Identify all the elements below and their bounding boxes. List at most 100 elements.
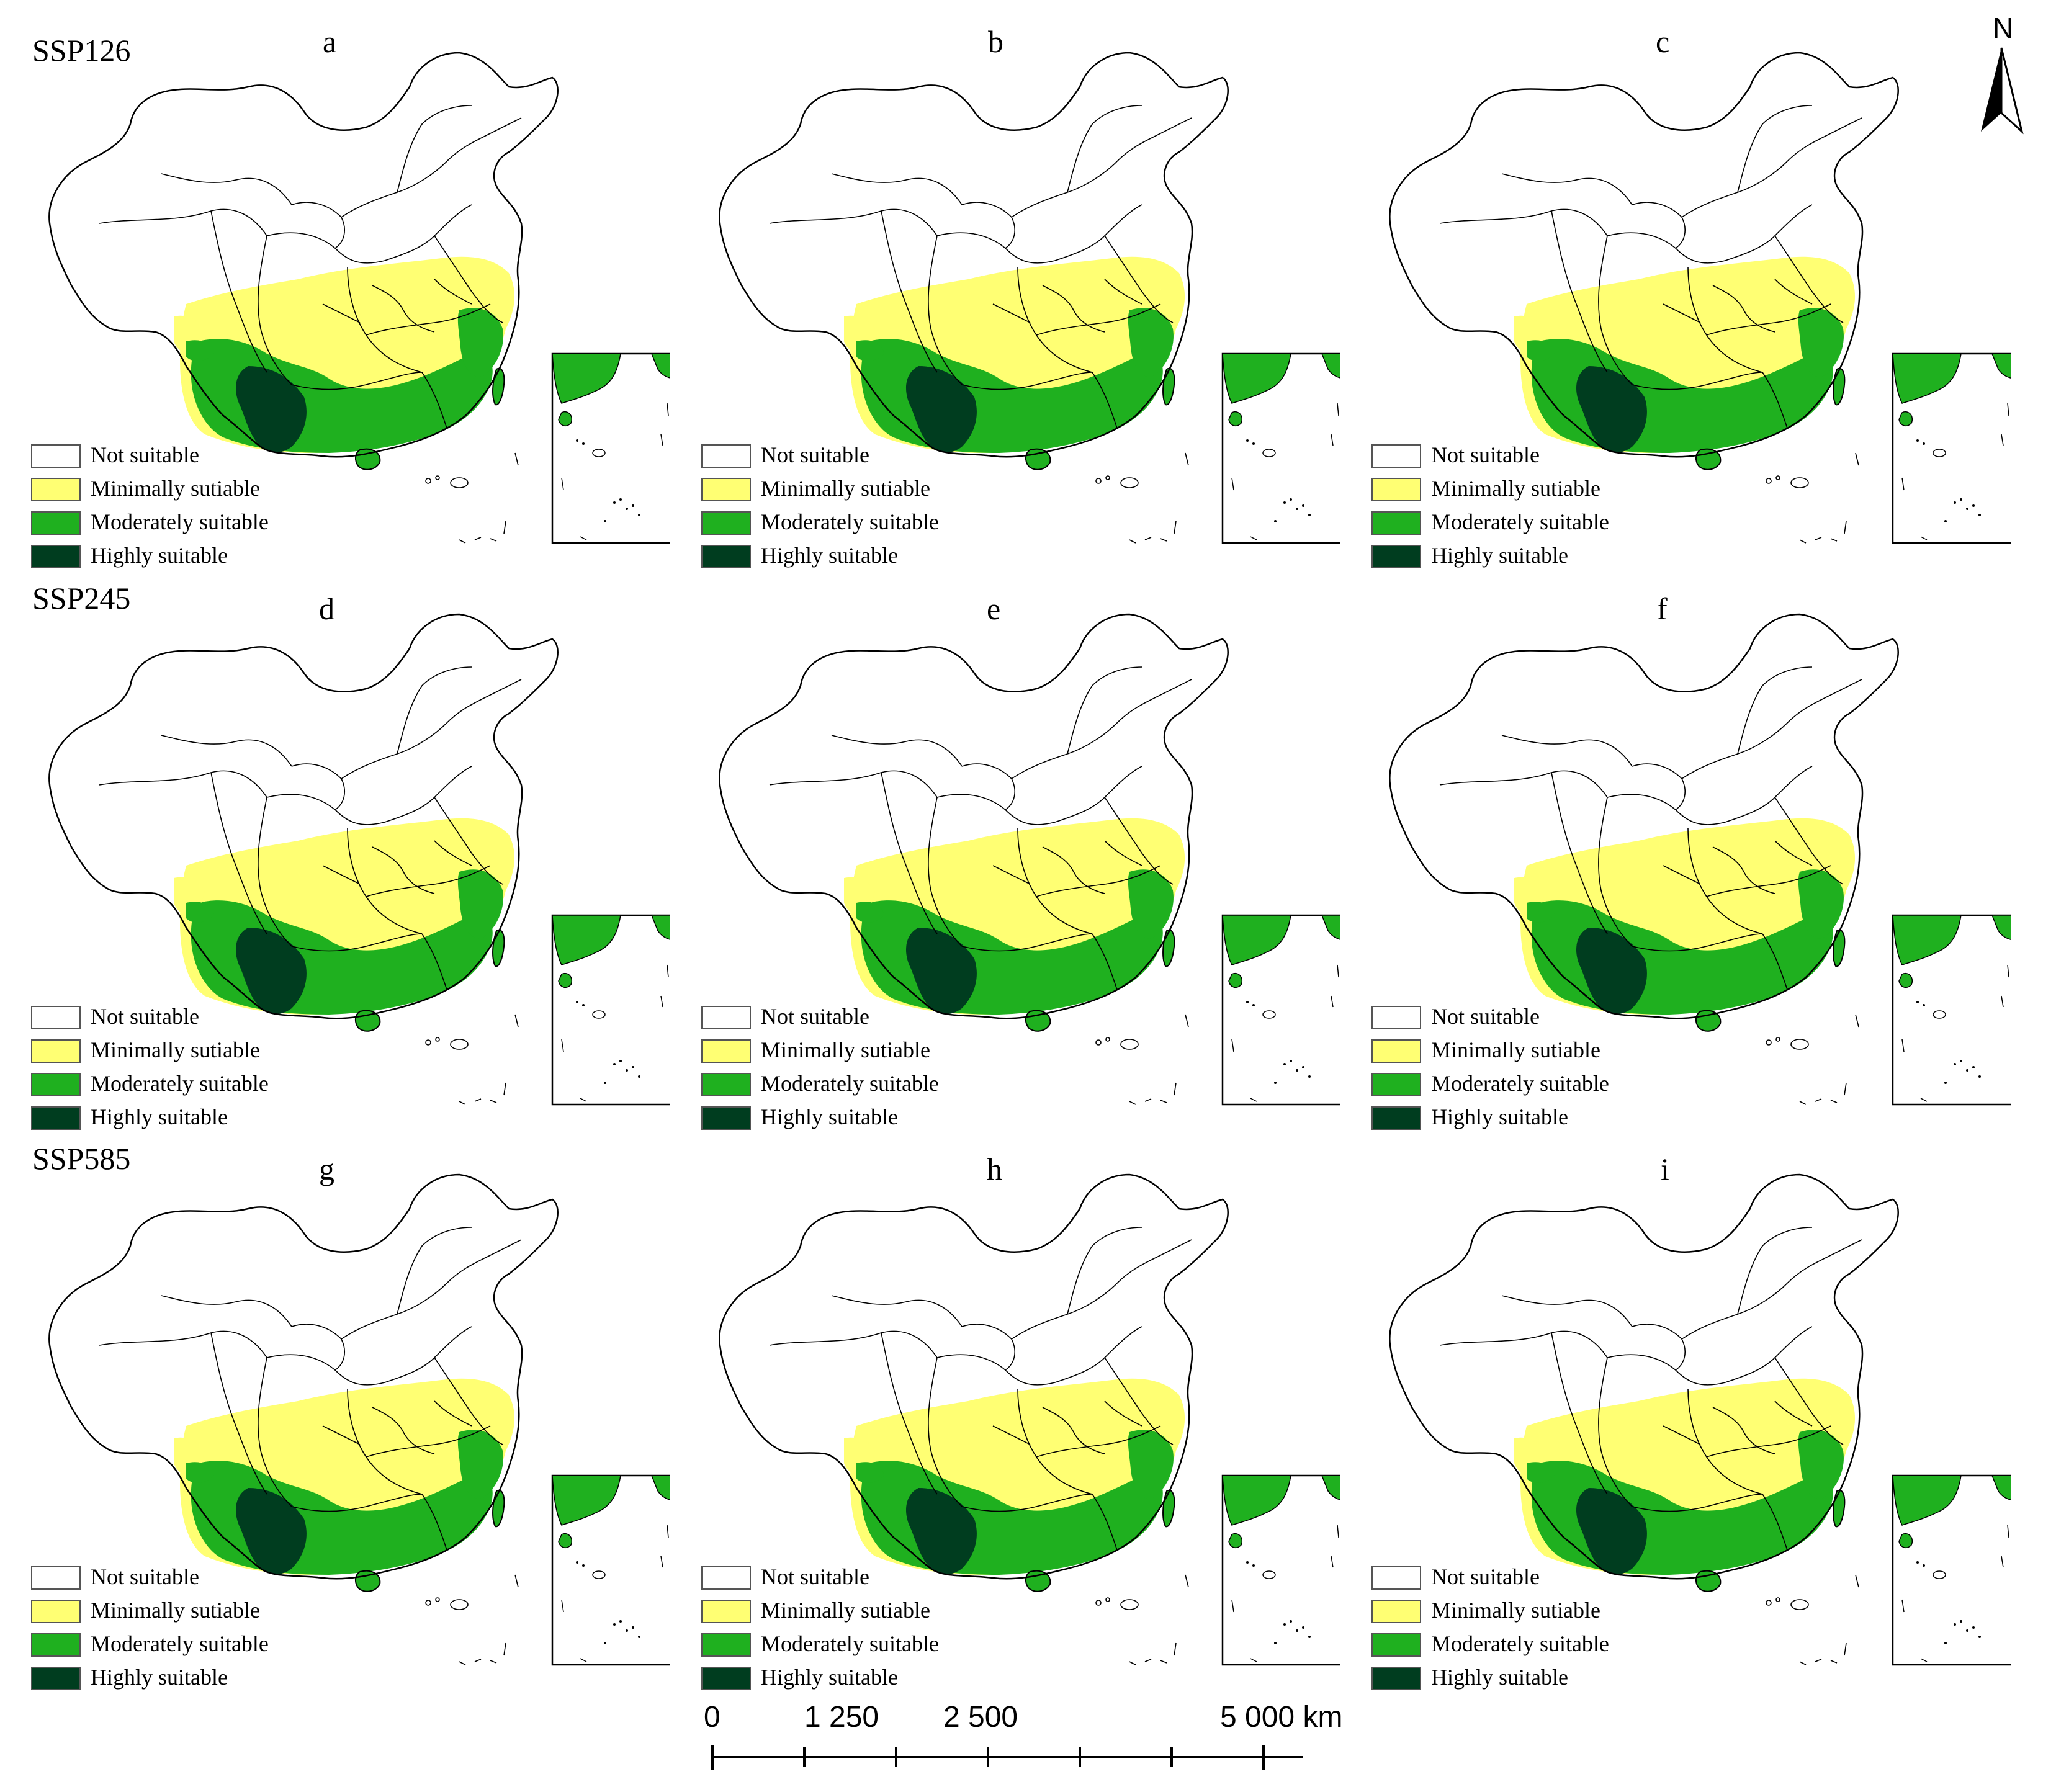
legend-label-highly-suitable: Highly suitable [761, 1104, 898, 1129]
high-zone [906, 366, 977, 453]
legend-swatch-moderately-suitable [31, 1633, 81, 1657]
suitability-zones [844, 818, 1185, 1032]
china-map [48, 1173, 670, 1666]
legend-label-highly-suitable: Highly suitable [91, 1104, 228, 1129]
high-zone [906, 928, 977, 1015]
scale-tick-label-5000: 5 000 km [1220, 1701, 1343, 1734]
panel-letter-d: d [319, 591, 334, 626]
country-outline [719, 1173, 1229, 1580]
scenario-label-ssp245: SSP245 [32, 581, 131, 616]
scale-tick-label-2500: 2 500 [943, 1701, 1018, 1734]
legend-swatch-not-suitable [31, 444, 81, 468]
south-china-sea-islands [1766, 1014, 1859, 1105]
taiwan-island [1833, 1489, 1846, 1528]
inset-map [1221, 914, 1340, 1106]
taiwan-island [1162, 1489, 1175, 1528]
suitability-zones [1514, 256, 1856, 470]
legend-label-moderately-suitable: Moderately suitable [1431, 509, 1609, 534]
map-panel-a: Not suitable Minimally sutiable Moderate… [0, 19, 670, 568]
high-zone [906, 1488, 977, 1575]
suitability-zones [174, 818, 515, 1032]
suitability-zones [1514, 1378, 1856, 1592]
legend-label-not-suitable: Not suitable [761, 1564, 869, 1589]
legend-label-moderately-suitable: Moderately suitable [761, 1631, 939, 1656]
tibet-southern-tip [186, 902, 214, 923]
north-arrow-label: N [1993, 12, 2014, 44]
china-map [719, 1173, 1340, 1666]
suitability-zones [174, 1378, 515, 1592]
panel-letter-i: i [1661, 1152, 1669, 1186]
inset-map [1892, 352, 2011, 544]
south-china-sea-islands [1095, 452, 1189, 544]
inset-map [1892, 1474, 2011, 1666]
legend-label-not-suitable: Not suitable [1431, 442, 1540, 467]
panel-letter-c: c [1656, 24, 1670, 59]
moderate-zone-east [457, 869, 503, 939]
moderate-zone-east [1798, 869, 1844, 939]
legend-swatch-highly-suitable [1371, 1667, 1421, 1690]
taiwan-island [1162, 929, 1175, 967]
high-zone [1576, 1488, 1647, 1575]
china-map [1389, 1173, 2011, 1666]
south-china-sea-islands [1766, 452, 1859, 544]
legend-swatch-not-suitable [31, 1006, 81, 1029]
high-zone [1576, 928, 1647, 1015]
tibet-southern-tip [186, 1462, 214, 1483]
tibet-southern-tip [1527, 902, 1555, 923]
legend-label-minimally-suitable: Minimally sutiable [91, 1598, 260, 1623]
legend-label-moderately-suitable: Moderately suitable [91, 509, 269, 534]
legend-label-not-suitable: Not suitable [1431, 1564, 1540, 1589]
legend-label-not-suitable: Not suitable [91, 442, 199, 467]
legend-label-not-suitable: Not suitable [91, 1004, 199, 1029]
province-boundaries [1439, 105, 1862, 429]
suitability-zones [844, 1378, 1185, 1592]
legend-label-highly-suitable: Highly suitable [1431, 1665, 1568, 1690]
north-arrow-icon [1981, 47, 2024, 135]
inset-map [1221, 1474, 1340, 1666]
panel-letter-f: f [1657, 591, 1668, 626]
scenario-label-ssp126: SSP126 [32, 33, 131, 68]
legend-swatch-minimally-suitable [701, 1600, 751, 1623]
china-map [719, 613, 1340, 1106]
province-boundaries [99, 666, 522, 990]
country-outline [719, 52, 1229, 458]
map-panel-c: Not suitable Minimally sutiable Moderate… [1340, 19, 2011, 568]
legend-swatch-minimally-suitable [31, 478, 81, 501]
tibet-southern-tip [856, 1462, 884, 1483]
suitability-zones [174, 256, 515, 470]
legend-swatch-highly-suitable [701, 1667, 751, 1690]
legend-swatch-moderately-suitable [31, 511, 81, 535]
legend-label-moderately-suitable: Moderately suitable [1431, 1631, 1609, 1656]
legend-label-not-suitable: Not suitable [91, 1564, 199, 1589]
high-zone [236, 366, 307, 453]
china-map [48, 613, 670, 1106]
tibet-southern-tip [1527, 340, 1555, 361]
moderate-zone-east [1798, 1430, 1844, 1499]
scale-bar [711, 1745, 1303, 1770]
south-china-sea-islands [1095, 1574, 1189, 1665]
legend-label-minimally-suitable: Minimally sutiable [1431, 1037, 1600, 1062]
moderate-zone-east [457, 1430, 503, 1499]
country-outline [1389, 1173, 1899, 1580]
south-china-sea-islands [1766, 1574, 1859, 1665]
legend-swatch-not-suitable [1371, 1566, 1421, 1590]
china-map [1389, 52, 2011, 544]
legend-label-highly-suitable: Highly suitable [761, 1665, 898, 1690]
legend-label-minimally-suitable: Minimally sutiable [1431, 476, 1600, 501]
map-panel-f: Not suitable Minimally sutiable Moderate… [1340, 580, 2011, 1130]
south-china-sea-islands [425, 1574, 519, 1665]
legend-swatch-minimally-suitable [1371, 1039, 1421, 1063]
legend-label-not-suitable: Not suitable [1431, 1004, 1540, 1029]
inset-map [1221, 352, 1340, 544]
legend-swatch-moderately-suitable [701, 1073, 751, 1096]
legend-swatch-moderately-suitable [1371, 1633, 1421, 1657]
legend-label-moderately-suitable: Moderately suitable [1431, 1071, 1609, 1096]
panel-letter-b: b [988, 24, 1003, 59]
tibet-southern-tip [856, 902, 884, 923]
province-boundaries [769, 1227, 1192, 1551]
inset-map [551, 914, 670, 1106]
legend-swatch-highly-suitable [31, 1667, 81, 1690]
country-outline [48, 1173, 559, 1580]
panel-letter-e: e [987, 591, 1001, 626]
high-zone [236, 928, 307, 1015]
